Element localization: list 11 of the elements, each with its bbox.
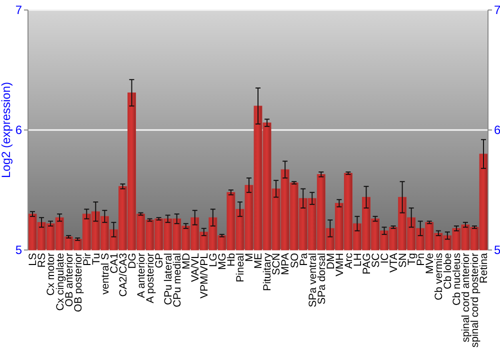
- y2-tick-label: 7: [494, 3, 500, 18]
- y-tick-label: 7: [15, 3, 22, 18]
- x-tick-label: CPu medial: [172, 253, 184, 308]
- y-tick-label: 6: [15, 123, 22, 138]
- x-tick-label: RS: [36, 253, 48, 268]
- y2-tick-label: 6: [494, 123, 500, 138]
- y-tick-label: 5: [15, 243, 22, 258]
- x-tick-label: MVe: [424, 252, 436, 274]
- y-axis-title: Log2 (expression): [0, 82, 13, 178]
- y2-tick-label: 5: [494, 243, 500, 258]
- x-tick-label: Tg: [406, 252, 418, 266]
